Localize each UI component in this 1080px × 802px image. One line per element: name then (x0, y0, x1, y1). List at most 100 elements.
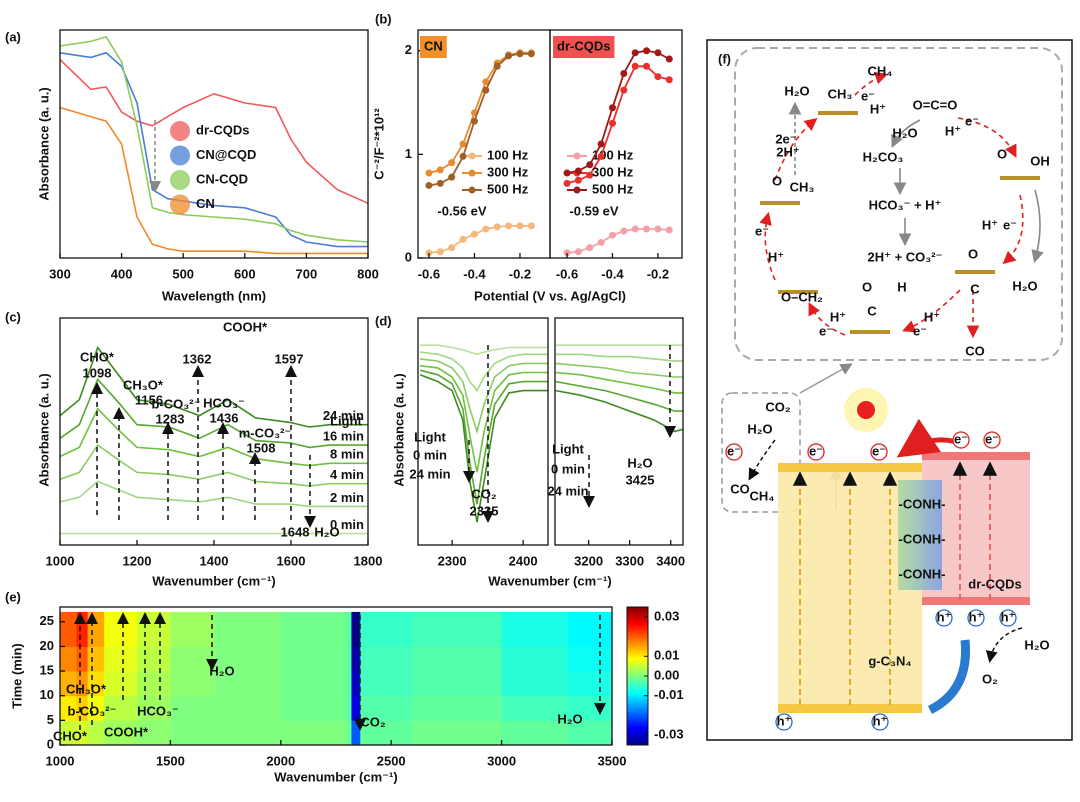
series-line (420, 351, 548, 393)
point (459, 152, 467, 160)
heat-cell (76, 646, 89, 672)
diagram-text: h⁺ (873, 713, 888, 728)
series-line (59, 345, 368, 428)
inset-frame (721, 392, 801, 513)
amide-link (898, 480, 942, 590)
x-tick-label: 1000 (46, 553, 75, 568)
panel-label: (a) (5, 29, 21, 44)
x-tick-label: -0.6 (556, 266, 578, 281)
legend-label: CN (196, 196, 215, 211)
y-axis-label: C⁻²/F⁻²*10¹² (371, 108, 386, 180)
x-tick-label: -0.6 (418, 266, 440, 281)
point (436, 166, 444, 174)
heat-cell (280, 695, 348, 721)
panel-label: (c) (5, 309, 21, 324)
panel: dr-CQDs CN@CQD CN-CQD CN 300 400 500 600 700 800 (… (5, 29, 379, 303)
series-line (555, 353, 683, 362)
heat-cell (280, 646, 348, 672)
diagram-text: -CONH- (899, 496, 946, 511)
plot-frame (59, 29, 369, 259)
annotation: H₂O (209, 663, 234, 678)
diagram-text: H⁺ (870, 101, 886, 116)
point (482, 78, 490, 86)
annotation: 1156 (135, 392, 163, 407)
diagram-text: dr-CQDs (968, 576, 1021, 591)
legend-label: 300 Hz (592, 164, 634, 179)
point (643, 225, 651, 233)
point (643, 47, 651, 55)
series-line (428, 52, 532, 187)
annotation: 1098 (83, 365, 112, 380)
cqd-top-bar (922, 452, 1030, 460)
annotation: CH₃O* (123, 377, 164, 392)
point (654, 49, 662, 57)
diagram-text: H₂O (1012, 278, 1037, 293)
heat-cell (137, 646, 171, 672)
carrier-circle (935, 609, 953, 627)
x-tick-label: 1500 (156, 753, 185, 768)
heat-cell (347, 720, 352, 746)
heat-cell (170, 720, 216, 746)
plot-frame (59, 606, 613, 746)
annotation: H₂O (627, 455, 652, 470)
series-line (555, 380, 683, 412)
point (470, 230, 478, 238)
diagram-text: e⁻ (954, 431, 968, 446)
point (425, 181, 433, 189)
annotation: 1508 (247, 440, 276, 455)
diagram-text: H⁺ (768, 249, 784, 264)
point (563, 249, 571, 257)
series-line (59, 35, 369, 243)
heat-cell (104, 646, 138, 672)
diagram-shapes (706, 39, 1073, 741)
diagram-text: e⁻ (872, 443, 886, 458)
point (665, 55, 673, 63)
diagram-text: e⁻ (727, 443, 741, 458)
point (665, 226, 673, 234)
x-axis-label: Wavenumber (cm⁻¹) (152, 573, 275, 588)
heat-cell (60, 671, 78, 697)
colorbar-tick-label: -0.03 (654, 727, 684, 742)
heat-cell (360, 611, 414, 647)
point (459, 235, 467, 243)
annotation: Light (414, 429, 446, 444)
point (448, 244, 456, 252)
point (574, 176, 582, 184)
x-tick-label: -0.4 (463, 266, 486, 281)
annotation: 1436 (210, 410, 239, 425)
point (597, 152, 605, 160)
heat-cell (87, 720, 105, 746)
x-tick-label: 1000 (46, 753, 75, 768)
oxidation-arrow (985, 627, 1023, 663)
diagram-text: CO (965, 343, 985, 358)
diagram-text: O=C=O (913, 97, 958, 112)
heat-cell (413, 720, 503, 746)
point (459, 140, 467, 148)
diagram-text: H₂O (784, 83, 809, 98)
diagram-text: e⁻ (913, 323, 927, 338)
x-tick-label: 1600 (277, 553, 306, 568)
diagram-text: CO (730, 481, 750, 496)
diagram-text: e⁻ (861, 88, 875, 103)
diagram-text: -CONH- (899, 531, 946, 546)
annotation: b-CO₃²⁻ (68, 703, 117, 718)
plot-frame (554, 317, 684, 546)
x-tick-label: 3200 (574, 553, 603, 568)
diagram-text: H⁺ (924, 309, 940, 324)
y-tick-label: 5 (47, 712, 54, 727)
annotation: COOH* (223, 319, 268, 334)
x-tick-label: 2400 (509, 553, 538, 568)
sun (857, 401, 875, 419)
heat-cell (360, 720, 414, 746)
point (586, 171, 594, 179)
series-line (420, 358, 548, 435)
point (493, 223, 501, 231)
carrier-circle (870, 443, 888, 461)
diagram-text: OH (1030, 153, 1050, 168)
diagram-text: O–CH₂ (781, 289, 823, 304)
series-line (555, 389, 684, 433)
heat-cell (170, 695, 216, 721)
diagram-text: e⁻ (755, 223, 769, 238)
x-axis-label: Wavenumber (cm⁻¹) (274, 769, 397, 784)
